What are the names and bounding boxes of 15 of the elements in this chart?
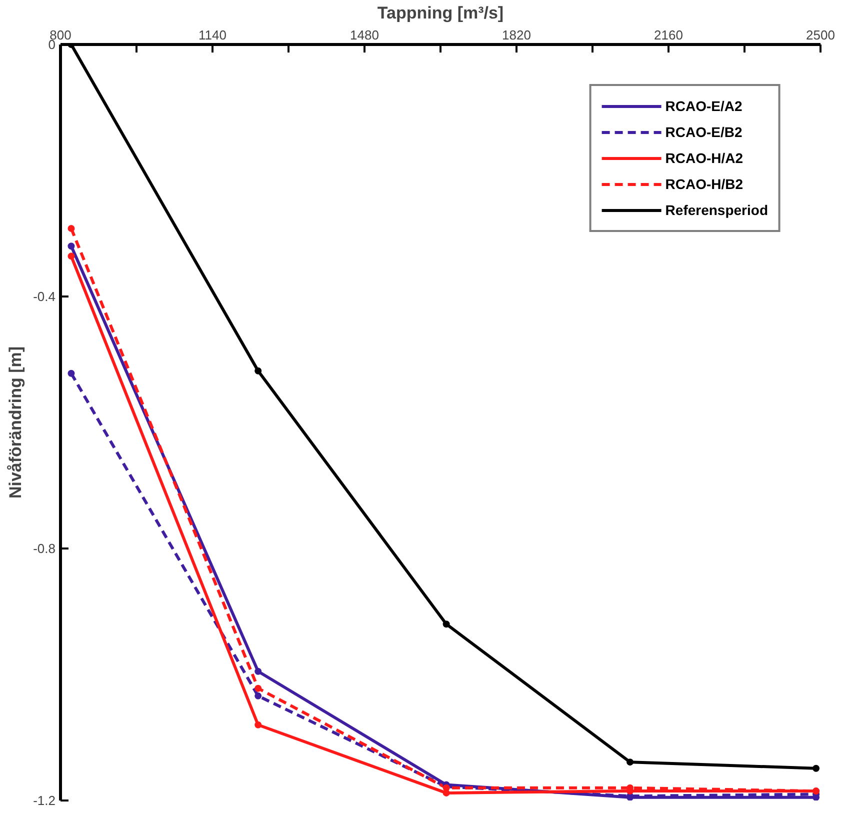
legend-label: Referensperiod	[665, 202, 768, 218]
x-tick-label: 1480	[350, 28, 379, 42]
y-tick-label: -0.4	[33, 289, 56, 304]
x-tick-label: 2160	[654, 28, 683, 42]
legend-label: RCAO-E/B2	[665, 124, 742, 140]
x-axis-title: Tappning [m³/s]	[377, 4, 504, 22]
legend-label: RCAO-H/B2	[665, 176, 744, 192]
x-tick-label: 2500	[806, 28, 835, 42]
x-tick-label: 1140	[198, 28, 226, 42]
x-tick-label: 1820	[502, 28, 531, 42]
y-tick-label: -0.8	[33, 541, 56, 556]
y-tick-label: -1.2	[33, 793, 56, 808]
y-axis-title: Nivåförändring [m]	[6, 346, 26, 499]
legend-label: RCAO-E/A2	[665, 98, 742, 114]
legend-label: RCAO-H/A2	[665, 150, 744, 166]
